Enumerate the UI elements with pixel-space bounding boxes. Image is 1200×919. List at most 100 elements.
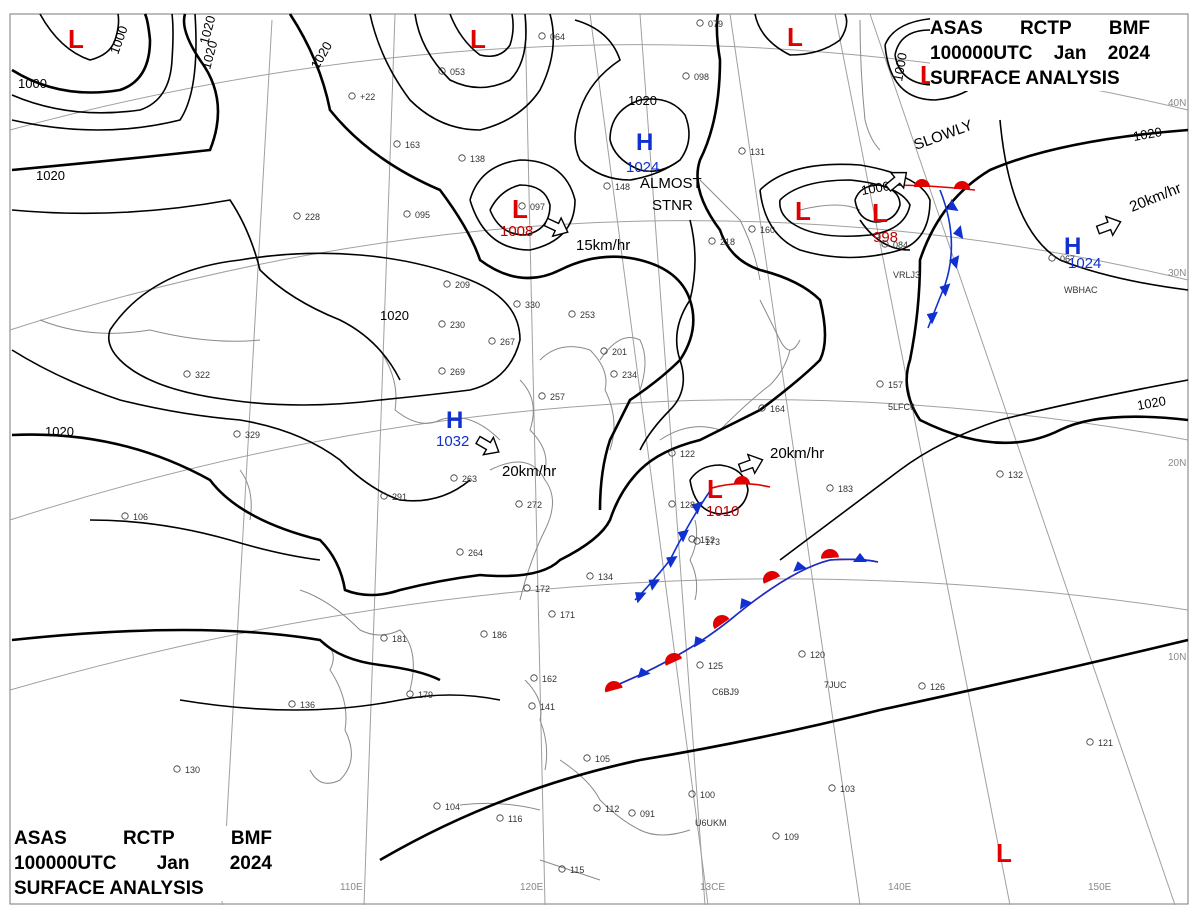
station-circle-icon	[1086, 738, 1094, 746]
high-pressure-value: 1024	[626, 159, 659, 176]
station-value: 104	[445, 802, 460, 812]
isobar-label: 1000	[18, 76, 47, 91]
station-value: 112	[605, 804, 619, 814]
station-value: 230	[450, 320, 465, 330]
cold-front-barb-shape	[691, 501, 703, 515]
station-circle-icon	[603, 182, 611, 190]
station-value: +22	[360, 92, 375, 102]
title-year: 2024	[229, 853, 272, 874]
warm-front-bulb-shape	[605, 681, 623, 693]
station-value: 106	[133, 512, 148, 522]
station-value: 171	[560, 610, 575, 620]
longitude-label: 150E	[1088, 882, 1112, 893]
meridian-line	[589, 13, 709, 906]
station-value: 098	[694, 72, 709, 82]
cold-front-barb	[635, 592, 647, 604]
station-circle-icon	[1048, 254, 1056, 262]
station-value: 121	[1098, 738, 1113, 748]
isobar-thin	[39, 13, 120, 61]
station-circle-icon	[406, 690, 414, 698]
cold-front-barb-shape	[793, 561, 807, 572]
station-circle-icon	[233, 430, 241, 438]
station-circle-icon	[528, 702, 536, 710]
title-month: Jan	[156, 853, 190, 874]
station-value: 272	[527, 500, 542, 510]
station-value: 201	[612, 347, 627, 357]
cold-front-barb	[926, 311, 938, 325]
station-value: 162	[542, 674, 557, 684]
cold-front-barb	[949, 255, 960, 269]
station-value: 103	[840, 784, 855, 794]
title-line-3: SURFACE ANALYSIS	[14, 876, 272, 901]
title-agency: ASAS	[930, 18, 983, 39]
map-border	[9, 13, 1189, 905]
isobar-thin	[449, 13, 514, 58]
front-line	[604, 558, 879, 691]
station-circle-icon	[696, 19, 704, 27]
station-circle-icon	[433, 802, 441, 810]
station-circle-icon	[288, 700, 296, 708]
outline-arrow-icon	[1095, 215, 1122, 237]
high-pressure-value: 1024	[1068, 255, 1101, 272]
title-block-top: ASAS RCTP BMF 100000UTC Jan 2024 SURFACE…	[930, 16, 1150, 91]
station-value: 163	[405, 140, 420, 150]
longitude-label: 110E	[340, 882, 363, 893]
cold-front-barb-shape	[949, 255, 960, 269]
station-circle-icon	[996, 470, 1004, 478]
station-circle-icon	[488, 337, 496, 345]
title-code: BMF	[1108, 18, 1150, 39]
cold-front-barb-shape	[953, 225, 964, 239]
station-value: 131	[750, 147, 765, 157]
outline-arrow-icon	[884, 171, 908, 193]
outline-arrow-shape	[884, 171, 908, 193]
low-pressure-symbol: L	[470, 24, 486, 54]
station-circle-icon	[538, 392, 546, 400]
outline-arrow-shape	[737, 453, 764, 475]
coastline	[539, 346, 615, 451]
coastline	[39, 319, 261, 342]
meridian-line	[524, 13, 546, 906]
station-value: 218	[720, 237, 735, 247]
station-circle-icon	[380, 492, 388, 500]
station-circle-icon	[688, 790, 696, 798]
isobars: 1000 102010001020102010201020102010001020…	[11, 13, 1189, 862]
cold-front-barb	[677, 529, 689, 543]
station-value: 128	[680, 500, 695, 510]
parallel-line	[9, 220, 1189, 331]
isobar-thin	[574, 19, 681, 181]
title-month: Jan	[1053, 43, 1087, 64]
station-circle-icon	[348, 92, 356, 100]
warm-front-bulb-shape	[734, 476, 750, 484]
warm-front-bulb-shape	[821, 549, 839, 559]
high-pressure-symbol: H	[446, 407, 463, 434]
station-value: 322	[195, 370, 210, 380]
station-value: 115	[570, 865, 584, 875]
isobar-thin	[11, 199, 401, 381]
station-value: 5LFC6	[888, 402, 915, 412]
isobar-label: 1000	[860, 178, 891, 198]
title-time: 100000UTC	[930, 43, 1033, 64]
title-station: RCTP	[122, 828, 175, 849]
coastline	[699, 179, 761, 281]
station-circle-icon	[593, 804, 601, 812]
station-circle-icon	[538, 32, 546, 40]
warm-front-bulb	[734, 476, 750, 484]
cold-front-barb	[693, 636, 707, 648]
cold-front-barb	[853, 552, 867, 562]
cold-front-barb-shape	[677, 529, 689, 543]
station-value: 120	[810, 650, 825, 660]
station-circle-icon	[696, 661, 704, 669]
cold-front-barb-shape	[947, 198, 959, 212]
station-value: 141	[540, 702, 555, 712]
station-value: 263	[462, 474, 477, 484]
station-value: 269	[450, 367, 465, 377]
station-value: 291	[392, 492, 407, 502]
low-pressure-value: 998	[873, 229, 898, 246]
title-block-bottom: ASAS RCTP BMF 100000UTC Jan 2024 SURFACE…	[14, 826, 272, 901]
station-value: 253	[580, 310, 595, 320]
station-circle-icon	[548, 610, 556, 618]
latitude-label: 40N	[1168, 98, 1186, 109]
station-circle-icon	[403, 210, 411, 218]
